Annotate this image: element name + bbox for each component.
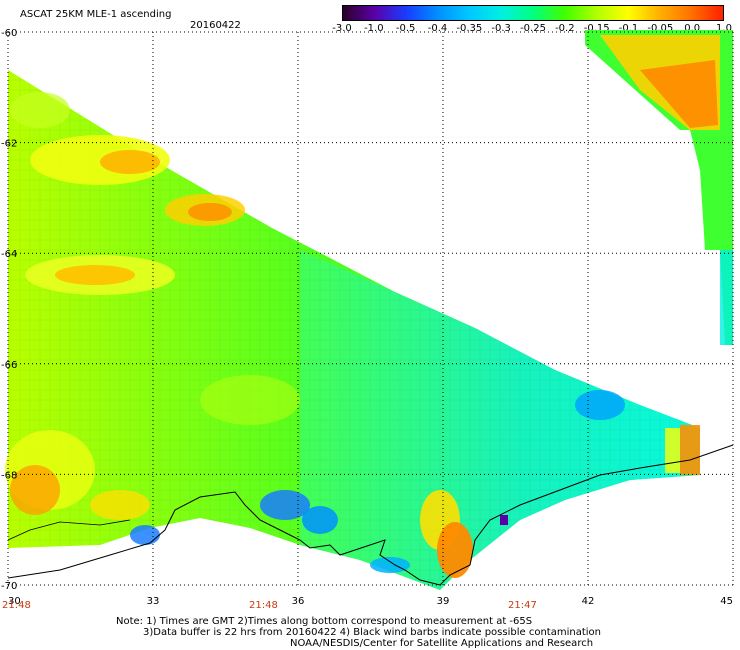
lat-label: -66: [1, 360, 17, 371]
coastline-inner: [7, 519, 131, 541]
lat-label: -64: [1, 249, 17, 260]
lat-label: -62: [1, 139, 17, 150]
swath-upper-right: [585, 30, 733, 345]
colorbar-label: -0.3: [491, 23, 511, 34]
time-label-3: 21:47: [508, 600, 537, 611]
lat-labels: -60 -62 -64 -66 -68 -70: [1, 28, 17, 592]
colorbar-label: -0.1: [618, 23, 639, 34]
colorbar-label: -3.0: [332, 23, 352, 34]
swath-main: [5, 70, 700, 590]
time-label-2: 21:48: [249, 600, 278, 611]
lat-label: -68: [1, 470, 17, 481]
lon-label: 39: [437, 596, 450, 607]
colorbar-labels: -3.0 -1.0 -0.5 -0.4 -0.35 -0.3 -0.25 -0.2 -0.15-…: [332, 23, 732, 35]
coastline: [7, 444, 734, 586]
colorbar-strip: [342, 5, 724, 21]
colorbar-label: -0.2: [555, 23, 575, 34]
colorbar: -3.0 -1.0 -0.5 -0.4 -0.35 -0.3 -0.25 -0.2 -0.15-…: [332, 5, 732, 34]
lat-label: -70: [1, 581, 17, 592]
map-date: 20160422: [190, 20, 241, 31]
note-line-2: 3)Data buffer is 22 hrs from 20160422 4)…: [143, 627, 601, 638]
lat-label: -60: [1, 28, 17, 39]
colorbar-label: -0.4: [427, 23, 448, 34]
lon-labels: 30 33 36 39 42 45: [8, 596, 733, 607]
colorbar-label: 1.0: [716, 23, 732, 34]
graticule: [7, 31, 734, 586]
map-title: ASCAT 25KM MLE-1 ascending: [20, 9, 172, 20]
colorbar-label: 0.0: [684, 23, 701, 34]
lon-label: 42: [582, 596, 595, 607]
lon-label: 30: [8, 596, 21, 607]
colorbar-label: -1.0: [364, 23, 384, 34]
colorbar-label: -0.25: [520, 23, 546, 34]
colorbar-label: -0.15: [583, 23, 610, 34]
colorbar-label: -0.05: [647, 23, 674, 34]
note-line-1: Note: 1) Times are GMT 2)Times along bot…: [116, 616, 533, 627]
note-line-3: NOAA/NESDIS/Center for Satellite Applica…: [290, 638, 594, 649]
lon-label: 36: [292, 596, 305, 607]
lon-label: 45: [720, 596, 733, 607]
colorbar-label: -0.5: [395, 23, 416, 34]
time-label-1: 21:48: [2, 600, 31, 611]
lon-label: 33: [147, 596, 160, 607]
colorbar-label: -0.35: [456, 23, 483, 34]
